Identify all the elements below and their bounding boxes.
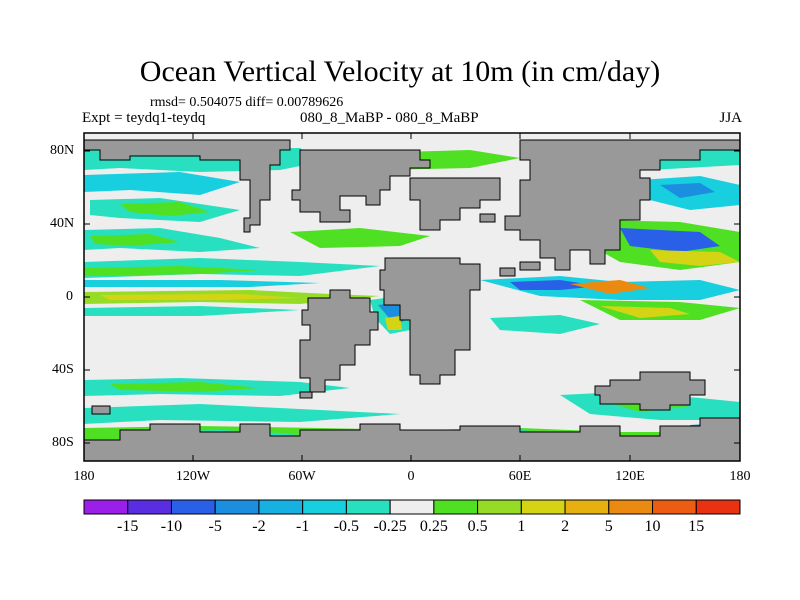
experiment-label: Expt = teydq1-teydq xyxy=(82,110,206,126)
land-eurasia xyxy=(504,139,740,271)
colorbar-swatch xyxy=(389,499,435,515)
colorbar-swatch xyxy=(258,499,304,515)
field-patch xyxy=(660,183,715,198)
field-patch xyxy=(84,306,300,316)
field-patch xyxy=(570,280,650,294)
colorbar-tick-label: -0.25 xyxy=(373,518,407,535)
land-australia xyxy=(594,371,706,411)
lat-label-0: 0 xyxy=(66,289,73,304)
stats-text: rmsd= 0.504075 diff= 0.00789626 xyxy=(150,95,344,110)
colorbar-swatch xyxy=(127,499,172,515)
season-label: JJA xyxy=(719,110,742,126)
colorbar-tick-label: 5 xyxy=(604,518,613,535)
field-patch xyxy=(90,234,180,246)
land-greenland xyxy=(291,149,431,223)
land-masses xyxy=(84,139,740,461)
lon-label-120w: 120W xyxy=(175,469,211,484)
colorbar-swatch xyxy=(83,499,129,515)
field-patch xyxy=(110,382,260,392)
land-island xyxy=(91,405,111,415)
colorbar-tick-label: -1 xyxy=(295,518,310,535)
colorbar-swatch xyxy=(302,499,347,515)
land-island xyxy=(519,261,541,271)
colorbar-swatch xyxy=(564,499,610,515)
colorbar xyxy=(83,499,741,515)
colorbar-swatch xyxy=(652,499,697,515)
colorbar-swatch xyxy=(170,499,216,515)
colorbar-swatch xyxy=(345,499,391,515)
land-island xyxy=(499,267,516,277)
colorbar-tick-label: 2 xyxy=(561,518,570,535)
colorbar-swatch xyxy=(433,499,479,515)
field-patch xyxy=(650,250,740,266)
plot-title: Ocean Vertical Velocity at 10m (in cm/da… xyxy=(139,55,661,88)
field-patch xyxy=(120,202,210,216)
land-south-america xyxy=(299,289,379,393)
lon-label-120e: 120E xyxy=(615,469,645,484)
colorbar-swatch xyxy=(477,499,522,515)
lon-label-60e: 60E xyxy=(508,469,532,484)
case-label: 080_8_MaBP - 080_8_MaBP xyxy=(300,110,479,126)
field-patch xyxy=(84,172,240,195)
land-antarctica xyxy=(84,417,740,461)
lon-ticks xyxy=(83,133,741,461)
lat-label-40s: 40S xyxy=(52,362,74,377)
field-patch xyxy=(100,294,300,300)
field-patch xyxy=(620,228,720,252)
lon-label-60w: 60W xyxy=(288,469,316,484)
field-patch xyxy=(290,228,430,248)
field-patch xyxy=(84,266,260,276)
land-europe xyxy=(409,177,501,231)
field-patch xyxy=(84,404,400,424)
colorbar-tick-label: 15 xyxy=(688,518,705,535)
field-patch xyxy=(490,315,600,334)
land-island xyxy=(479,213,496,223)
colorbar-swatch xyxy=(608,499,654,515)
colorbar-tick-label: 0.25 xyxy=(419,518,448,535)
field-patch xyxy=(84,280,320,287)
colorbar-swatch xyxy=(520,499,566,515)
lat-label-80s: 80S xyxy=(52,435,74,450)
colorbar-tick-label: -0.5 xyxy=(333,518,360,535)
lat-label-80n: 80N xyxy=(50,143,75,158)
lon-label-180e: 180 xyxy=(729,469,751,484)
lat-label-40n: 40N xyxy=(50,216,75,231)
land-africa xyxy=(379,257,481,385)
colorbar-swatch xyxy=(214,499,260,515)
colorbar-tick-label: -5 xyxy=(208,518,222,535)
colorbar-swatch xyxy=(695,499,741,515)
colorbar-tick-label: -2 xyxy=(252,518,266,535)
colorbar-tick-label: -15 xyxy=(117,518,139,535)
colorbar-tick-label: 1 xyxy=(517,518,526,535)
colorbar-tick-label: 0.5 xyxy=(467,518,488,535)
field-patch xyxy=(385,316,402,330)
lon-label-180w: 180 xyxy=(73,469,95,484)
lon-label-0: 0 xyxy=(407,469,415,484)
lat-ticks xyxy=(84,150,740,444)
land-north-america xyxy=(84,139,291,233)
field-patch xyxy=(510,280,600,290)
colorbar-tick-label: -10 xyxy=(160,518,183,535)
field-patch xyxy=(600,306,690,318)
land-island xyxy=(299,391,313,399)
colorbar-tick-label: 10 xyxy=(644,518,661,535)
